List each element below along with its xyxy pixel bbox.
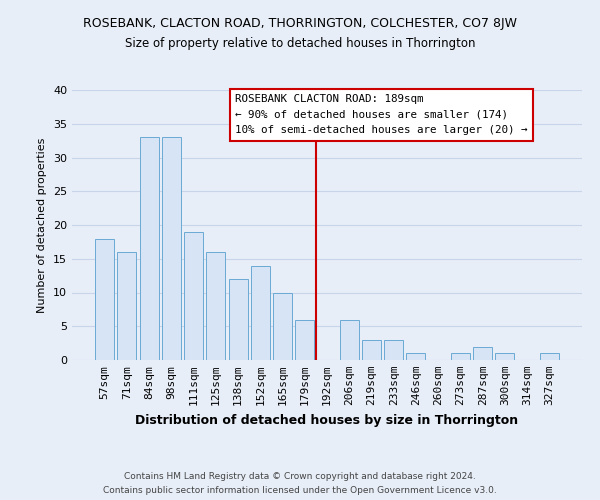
Bar (451, 353, 470, 360)
Bar (229, 279, 248, 360)
Text: Contains HM Land Registry data © Crown copyright and database right 2024.: Contains HM Land Registry data © Crown c… (124, 472, 476, 481)
Bar (496, 353, 514, 360)
Text: Size of property relative to detached houses in Thorrington: Size of property relative to detached ho… (125, 38, 475, 51)
Bar (251, 266, 270, 360)
Text: ROSEBANK, CLACTON ROAD, THORRINGTON, COLCHESTER, CO7 8JW: ROSEBANK, CLACTON ROAD, THORRINGTON, COL… (83, 18, 517, 30)
Bar (473, 346, 492, 360)
Text: ROSEBANK CLACTON ROAD: 189sqm
← 90% of detached houses are smaller (174)
10% of : ROSEBANK CLACTON ROAD: 189sqm ← 90% of d… (235, 94, 528, 135)
Bar (340, 320, 359, 360)
Bar (95, 238, 114, 360)
Bar (162, 137, 181, 360)
Bar (184, 232, 203, 360)
Bar (206, 252, 225, 360)
Text: Contains public sector information licensed under the Open Government Licence v3: Contains public sector information licen… (103, 486, 497, 495)
Bar (140, 137, 158, 360)
Bar (384, 340, 403, 360)
Bar (295, 320, 314, 360)
X-axis label: Distribution of detached houses by size in Thorrington: Distribution of detached houses by size … (136, 414, 518, 426)
Bar (406, 353, 425, 360)
Bar (362, 340, 381, 360)
Bar (540, 353, 559, 360)
Bar (118, 252, 136, 360)
Bar (273, 292, 292, 360)
Y-axis label: Number of detached properties: Number of detached properties (37, 138, 47, 312)
